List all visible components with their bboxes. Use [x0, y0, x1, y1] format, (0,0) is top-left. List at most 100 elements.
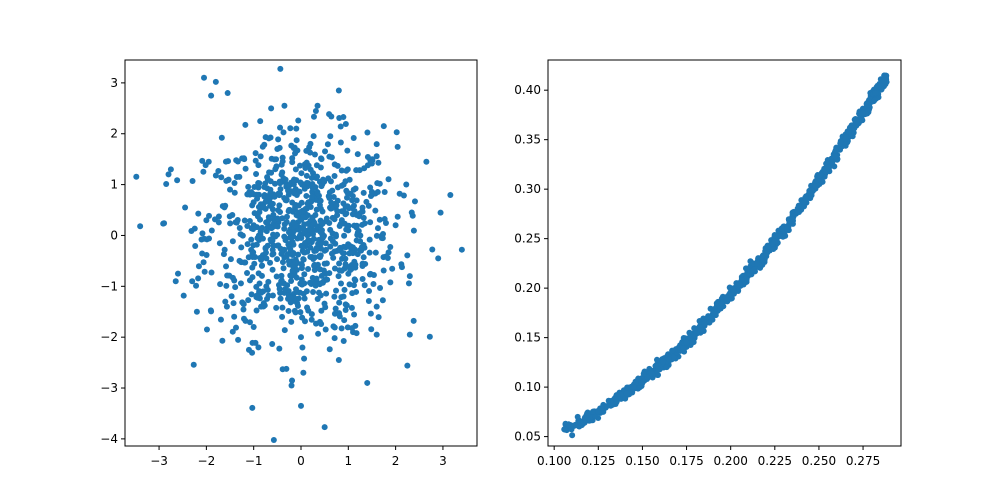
scatter-point: [296, 162, 303, 169]
scatter-point: [701, 320, 708, 327]
scatter-point: [265, 278, 272, 285]
scatter-point: [344, 194, 351, 201]
scatter-point: [285, 229, 292, 236]
scatter-point: [274, 256, 281, 263]
scatter-point: [337, 221, 344, 228]
scatter-point: [314, 295, 321, 302]
scatter-point: [282, 176, 289, 183]
scatter-point: [310, 288, 317, 295]
scatter-point: [308, 311, 315, 318]
scatter-point: [273, 273, 280, 280]
scatter-point: [346, 176, 353, 183]
scatter-point: [319, 234, 326, 241]
scatter-point: [323, 215, 330, 222]
scatter-point: [373, 232, 380, 239]
scatter-point: [366, 288, 373, 295]
scatter-point: [257, 254, 264, 261]
scatter-point: [292, 259, 299, 266]
scatter-point: [287, 125, 294, 132]
scatter-point: [320, 267, 327, 274]
scatter-point: [189, 278, 196, 285]
scatter-point: [328, 250, 335, 257]
scatter-point: [311, 254, 318, 261]
scatter-point: [340, 114, 347, 121]
scatter-point: [337, 247, 344, 254]
scatter-point: [376, 216, 383, 223]
scatter-point: [717, 305, 724, 312]
scatter-point: [697, 327, 704, 334]
scatter-point: [218, 174, 225, 181]
scatter-point: [595, 408, 602, 415]
scatter-point: [331, 173, 338, 180]
scatter-point: [283, 197, 290, 204]
scatter-point: [812, 183, 819, 190]
scatter-point: [274, 215, 281, 222]
scatter-point: [229, 212, 236, 218]
scatter-point: [283, 213, 290, 220]
scatter-point: [259, 224, 266, 231]
scatter-point: [300, 369, 307, 376]
scatter-point: [233, 324, 239, 331]
scatter-point: [222, 202, 229, 209]
scatter-point: [253, 283, 260, 290]
scatter-point: [360, 242, 367, 249]
scatter-point: [374, 189, 381, 196]
scatter-point: [338, 167, 345, 174]
scatter-point: [259, 262, 266, 269]
scatter-point: [683, 339, 690, 346]
scatter-point: [367, 193, 374, 200]
scatter-point: [312, 108, 319, 115]
scatter-point: [349, 250, 356, 257]
scatter-point: [269, 206, 276, 213]
scatter-point: [346, 281, 353, 288]
scatter-point: [240, 306, 247, 313]
scatter-point: [264, 242, 271, 249]
scatter-point: [829, 158, 836, 165]
scatter-point: [437, 209, 444, 216]
scatter-point: [382, 219, 389, 226]
scatter-point: [288, 382, 295, 389]
scatter-point: [299, 344, 306, 351]
scatter-point: [244, 269, 251, 276]
scatter-point: [327, 226, 334, 233]
scatter-point: [429, 246, 436, 253]
scatter-point: [333, 202, 340, 209]
scatter-point: [229, 274, 236, 281]
scatter-point: [223, 263, 230, 270]
scatter-point: [313, 275, 320, 282]
scatter-point: [261, 183, 268, 190]
scatter-point: [259, 143, 266, 150]
scatter-point: [832, 147, 839, 154]
scatter-point: [824, 164, 831, 171]
y-tick-label: 0.35: [514, 133, 541, 147]
scatter-point: [227, 186, 234, 193]
scatter-point: [292, 166, 299, 173]
scatter-point: [718, 300, 725, 307]
y-tick-label: −2: [100, 330, 118, 344]
scatter-point: [227, 256, 234, 263]
scatter-point: [342, 255, 349, 262]
scatter-point: [201, 268, 208, 275]
scatter-point: [269, 237, 276, 244]
y-tick-label: 0.30: [514, 182, 541, 196]
x-tick-label: −1: [245, 454, 263, 468]
scatter-point: [258, 289, 265, 296]
scatter-point: [299, 280, 306, 287]
scatter-point: [350, 134, 357, 141]
scatter-point: [318, 156, 325, 163]
scatter-point: [398, 264, 405, 271]
scatter-point: [244, 223, 251, 229]
scatter-point: [670, 354, 677, 361]
scatter-point: [577, 419, 584, 426]
scatter-point: [352, 261, 359, 268]
scatter-point: [353, 167, 360, 174]
left-x-ticks: −3 −2 −1 0 1 2 3: [150, 446, 447, 468]
scatter-point: [690, 331, 697, 338]
scatter-point: [289, 377, 296, 384]
scatter-point: [268, 155, 275, 162]
scatter-point: [331, 293, 338, 300]
scatter-point: [267, 178, 274, 185]
scatter-point: [324, 276, 331, 283]
scatter-point: [284, 282, 291, 289]
